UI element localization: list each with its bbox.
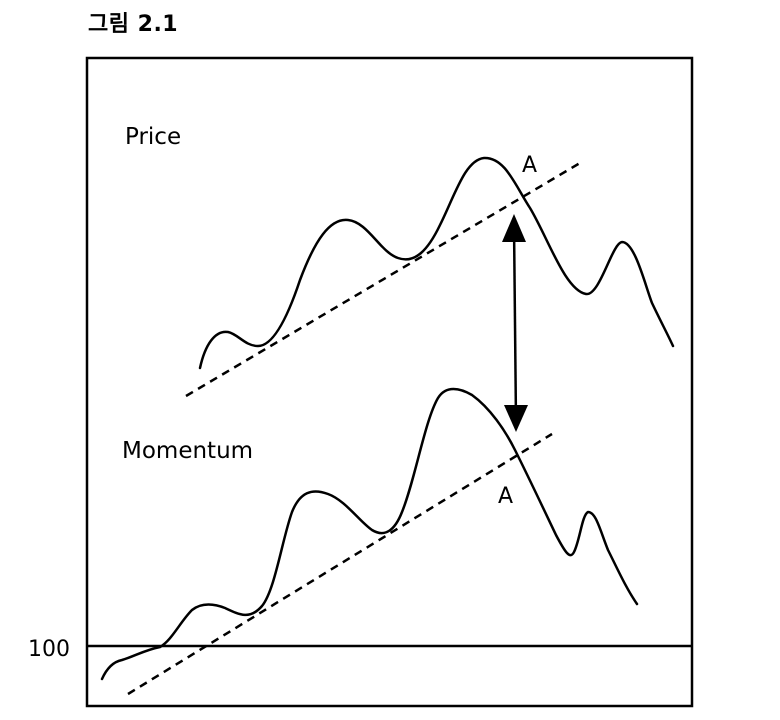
diagram-frame [85, 56, 694, 708]
figure-title: 그림 2.1 [88, 12, 179, 37]
price-curve [198, 156, 675, 370]
divergence-arrow [512, 224, 518, 423]
arrowhead-down-icon [504, 405, 528, 432]
price-label: Price [125, 124, 181, 150]
momentum-trendline [127, 432, 553, 696]
momentum-point-a-label: A [498, 484, 513, 509]
momentum-label: Momentum [122, 438, 253, 464]
baseline-100-label: 100 [28, 637, 70, 662]
price-trendline [185, 161, 581, 398]
arrowhead-up-icon [502, 214, 526, 242]
momentum-curve [100, 387, 639, 681]
price-point-a-label: A [522, 153, 537, 178]
